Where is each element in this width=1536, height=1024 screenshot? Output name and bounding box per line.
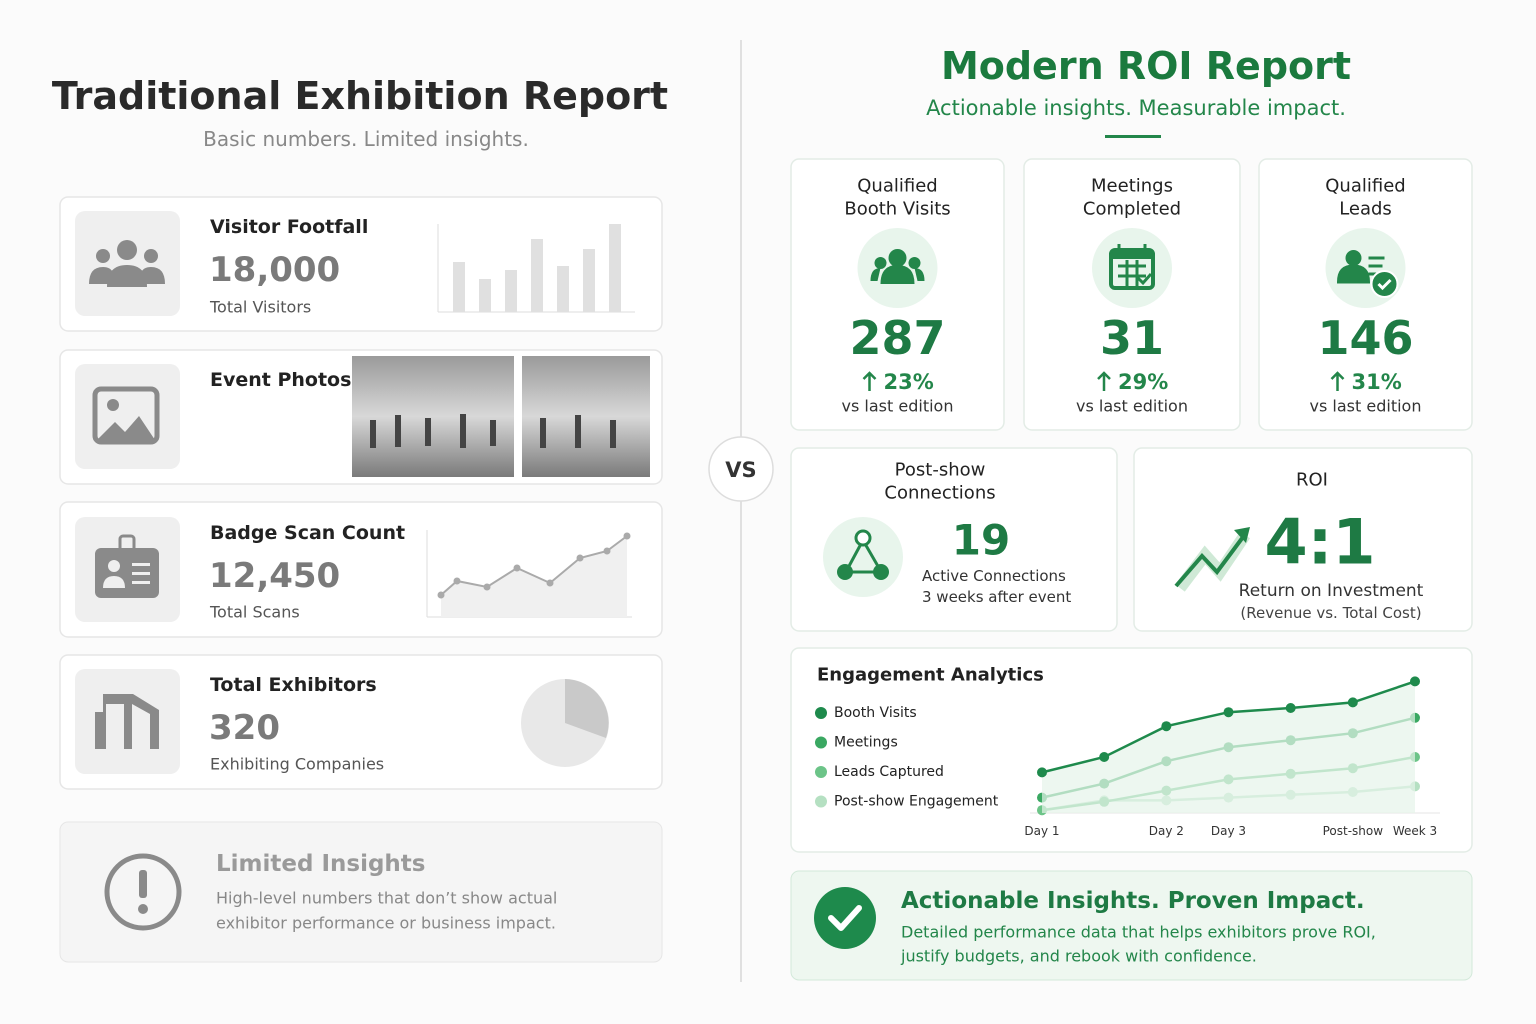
x-tick-label: Post-show — [1323, 824, 1384, 838]
point — [1223, 707, 1234, 718]
legend-label: Meetings — [834, 735, 898, 751]
legend-marker — [815, 707, 827, 719]
up-arrow — [1097, 371, 1111, 391]
card-title: Total Exhibitors — [210, 674, 377, 696]
insight-text: exhibitor performance or business impact… — [216, 914, 556, 933]
card-value: 320 — [209, 708, 280, 748]
icon — [1336, 250, 1399, 298]
insight-box: Limited Insights High-level numbers that… — [59, 821, 663, 963]
icon — [870, 265, 925, 284]
card-title: Completed — [1083, 199, 1181, 220]
exhibitors-card: Total Exhibitors 320 Exhibiting Companie… — [59, 654, 663, 790]
legend-marker — [815, 766, 827, 778]
card-value: 146 — [1317, 311, 1413, 365]
point — [1099, 752, 1110, 762]
left-title: Traditional Exhibition Report — [52, 74, 668, 118]
insight-title: Limited Insights — [216, 851, 425, 877]
card-label: Return on Investment — [1239, 581, 1424, 601]
callout-text: Detailed performance data that helps exh… — [901, 923, 1376, 942]
footfall-card: Visitor Footfall 18,000 Total Visitors — [59, 196, 663, 332]
card-note: (Revenue vs. Total Cost) — [1240, 604, 1421, 622]
area — [1042, 681, 1415, 813]
point — [1410, 676, 1420, 687]
card-value: 12,450 — [209, 556, 340, 596]
card-note: vs last edition — [842, 397, 954, 416]
card-title: Post-show — [895, 460, 986, 481]
card-note: 3 weeks after event — [922, 588, 1071, 606]
card-note: vs last edition — [1076, 397, 1188, 416]
icon-bg — [1325, 228, 1406, 308]
icon — [1109, 244, 1155, 290]
icon — [1111, 250, 1153, 259]
vs-text: VS — [725, 458, 756, 482]
legend-label: Booth Visits — [834, 705, 917, 721]
callout-title: Actionable Insights. Proven Impact. — [901, 888, 1365, 914]
up-arrow — [862, 371, 877, 391]
card-title: ROI — [1296, 470, 1328, 491]
card-title: Qualified — [857, 176, 937, 197]
card-title: Meetings — [1091, 176, 1173, 197]
connections-card: Post-show Connections 19 Active Connecti… — [790, 447, 1118, 632]
underline — [1105, 135, 1161, 138]
engagement-card: Engagement Analytics Day 1 Day 2 Day 3 Post… — [790, 647, 1473, 853]
callout: Actionable Insights. Proven Impact. Deta… — [790, 870, 1473, 981]
photos-card: Event Photos — [59, 349, 663, 485]
legend-label: Leads Captured — [834, 764, 944, 780]
legend-label: Post-show Engagement — [834, 794, 999, 810]
card-title: Connections — [884, 483, 995, 504]
card-change: 29% — [1118, 370, 1168, 394]
icon — [908, 257, 921, 269]
left-subtitle: Basic numbers. Limited insights. — [203, 127, 529, 151]
card-value: 4:1 — [1264, 506, 1375, 579]
icon — [1377, 278, 1392, 291]
card-label: Total Scans — [209, 603, 300, 622]
icon — [1136, 273, 1153, 286]
up-arrow — [1330, 371, 1345, 391]
badge-card: Badge Scan Count 12,450 Total Scans — [59, 501, 663, 638]
card-change: 23% — [884, 370, 934, 394]
right-subtitle: Actionable insights. Measurable impact. — [926, 96, 1346, 120]
card-title: Badge Scan Count — [210, 522, 405, 544]
x-tick-label: Week 3 — [1393, 824, 1437, 838]
point — [1347, 697, 1358, 708]
card-label: Exhibiting Companies — [210, 755, 384, 774]
card-title: Qualified — [1325, 176, 1405, 197]
icon — [1345, 250, 1362, 266]
card-change: 31% — [1352, 370, 1402, 394]
card-value: 31 — [1100, 311, 1164, 365]
card-value: 19 — [952, 516, 1010, 565]
point — [1037, 767, 1047, 778]
icon-bg — [1092, 228, 1172, 308]
roi-card: ROI 4:1 Return on Investment (Revenue vs… — [1133, 447, 1473, 632]
card-title: Leads — [1339, 199, 1392, 220]
chart-title: Engagement Analytics — [817, 665, 1044, 686]
card-label: Active Connections — [922, 567, 1066, 585]
icon — [888, 249, 907, 267]
x-tick-label: Day 3 — [1211, 824, 1246, 838]
card-value: 18,000 — [209, 250, 340, 290]
insight-text: High-level numbers that don’t show actua… — [216, 889, 557, 908]
legend-marker — [815, 736, 827, 749]
legend-marker — [815, 795, 827, 808]
point — [1161, 721, 1172, 732]
card-label: Total Visitors — [209, 298, 311, 317]
icon — [870, 249, 925, 284]
point — [1285, 703, 1296, 713]
card-note: vs last edition — [1310, 397, 1422, 416]
card-title: Booth Visits — [844, 199, 950, 220]
x-tick-label: Day 1 — [1024, 824, 1059, 838]
right-title: Modern ROI Report — [941, 44, 1351, 88]
x-tick-label: Day 2 — [1149, 824, 1184, 838]
icon — [1336, 256, 1385, 284]
vs-badge — [708, 436, 774, 502]
card-value: 287 — [849, 311, 945, 365]
icon — [1117, 244, 1147, 286]
card-title: Event Photos — [210, 369, 351, 391]
card-title: Visitor Footfall — [210, 216, 368, 238]
icon — [874, 257, 887, 269]
callout-text: justify budgets, and rebook with confide… — [900, 947, 1257, 966]
